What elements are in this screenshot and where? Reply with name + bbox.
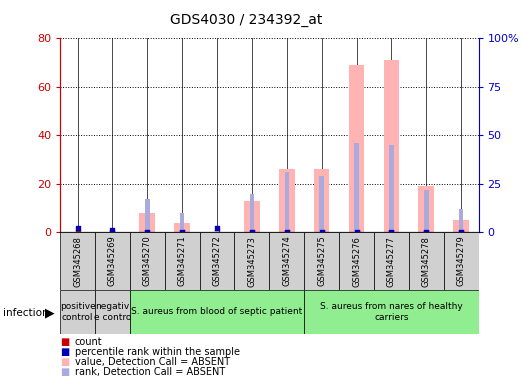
Bar [130, 290, 304, 334]
Bar [140, 213, 155, 232]
Bar [180, 213, 185, 232]
Bar [389, 145, 394, 232]
Bar [145, 199, 150, 232]
Bar [95, 232, 130, 290]
Text: GSM345270: GSM345270 [143, 236, 152, 286]
Point [178, 229, 186, 235]
Bar [244, 201, 260, 232]
Bar [95, 290, 130, 334]
Point [213, 229, 221, 235]
Text: GSM345269: GSM345269 [108, 236, 117, 286]
Text: infection: infection [3, 308, 48, 318]
Bar [279, 169, 294, 232]
Text: count: count [75, 337, 103, 347]
Text: ▶: ▶ [45, 306, 54, 319]
Text: negativ
e contro: negativ e contro [94, 302, 131, 322]
Point [457, 229, 465, 235]
Bar [459, 209, 463, 232]
Text: GSM345268: GSM345268 [73, 236, 82, 286]
Bar [314, 169, 329, 232]
Bar [409, 232, 444, 290]
Point [457, 229, 465, 235]
Bar [444, 232, 479, 290]
Bar [234, 232, 269, 290]
Text: rank, Detection Call = ABSENT: rank, Detection Call = ABSENT [75, 367, 225, 377]
Point [422, 229, 430, 235]
Bar [383, 60, 399, 232]
Point [143, 229, 152, 235]
Bar [285, 172, 289, 232]
Point [282, 229, 291, 235]
Text: GSM345277: GSM345277 [387, 236, 396, 286]
Bar [249, 194, 254, 232]
Text: ■: ■ [60, 347, 70, 357]
Text: GSM345274: GSM345274 [282, 236, 291, 286]
Point [178, 229, 186, 235]
Text: S. aureus from nares of healthy
carriers: S. aureus from nares of healthy carriers [320, 302, 463, 322]
Text: GSM345271: GSM345271 [178, 236, 187, 286]
Text: GSM345273: GSM345273 [247, 236, 256, 286]
Point [353, 229, 361, 235]
Point [248, 229, 256, 235]
Bar [60, 290, 95, 334]
Bar [320, 176, 324, 232]
Bar [418, 186, 434, 232]
Text: GDS4030 / 234392_at: GDS4030 / 234392_at [169, 13, 322, 27]
Text: GSM345275: GSM345275 [317, 236, 326, 286]
Bar [453, 220, 469, 232]
Text: ■: ■ [60, 367, 70, 377]
Bar [174, 223, 190, 232]
Text: ■: ■ [60, 337, 70, 347]
Text: percentile rank within the sample: percentile rank within the sample [75, 347, 240, 357]
Bar [304, 290, 479, 334]
Point [213, 225, 221, 232]
Text: GSM345272: GSM345272 [212, 236, 222, 286]
Bar [269, 232, 304, 290]
Point [282, 229, 291, 235]
Text: value, Detection Call = ABSENT: value, Detection Call = ABSENT [75, 357, 230, 367]
Point [317, 229, 326, 235]
Point [248, 229, 256, 235]
Bar [60, 232, 95, 290]
Point [143, 229, 152, 235]
Point [353, 229, 361, 235]
Point [317, 229, 326, 235]
Text: GSM345278: GSM345278 [422, 236, 431, 286]
Text: ■: ■ [60, 357, 70, 367]
Point [422, 229, 430, 235]
Text: positive
control: positive control [60, 302, 96, 322]
Point [73, 229, 82, 235]
Text: GSM345276: GSM345276 [352, 236, 361, 286]
Text: S. aureus from blood of septic patient: S. aureus from blood of septic patient [131, 308, 303, 316]
Point [387, 229, 395, 235]
Bar [200, 232, 234, 290]
Point [387, 229, 395, 235]
Bar [304, 232, 339, 290]
Point [108, 227, 117, 233]
Point [73, 225, 82, 232]
Bar [165, 232, 200, 290]
Bar [130, 232, 165, 290]
Bar [354, 143, 359, 232]
Bar [215, 227, 219, 232]
Bar [374, 232, 409, 290]
Bar [424, 190, 428, 232]
Bar [339, 232, 374, 290]
Point [108, 229, 117, 235]
Text: GSM345279: GSM345279 [457, 236, 465, 286]
Bar [349, 65, 365, 232]
